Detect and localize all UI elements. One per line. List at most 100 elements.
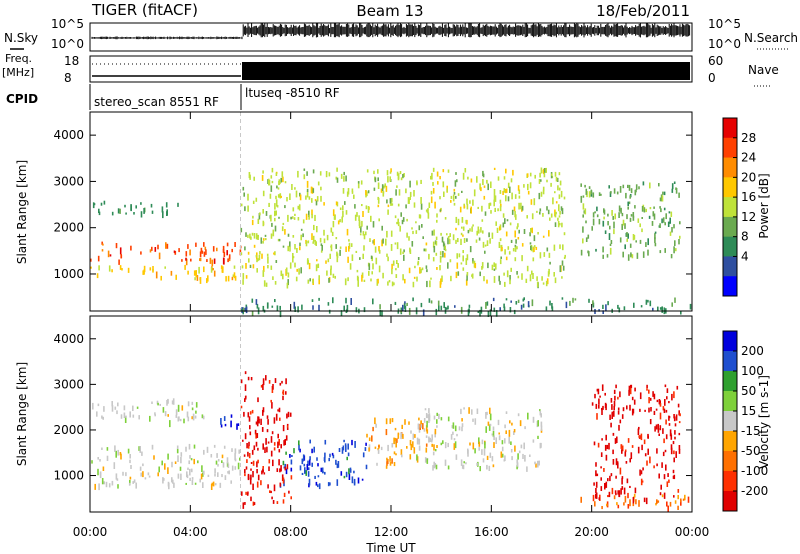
- x-tick-label: 16:00: [474, 525, 509, 539]
- power-cell: [285, 267, 288, 274]
- velocity-cell: [628, 385, 631, 393]
- velocity-cell: [214, 483, 217, 486]
- power-cell: [462, 267, 465, 271]
- velocity-cell: [372, 426, 374, 432]
- velocity-cell: [471, 409, 473, 415]
- power-cell: [143, 265, 146, 273]
- power-cell: [483, 195, 486, 200]
- velocity-cell: [666, 481, 669, 487]
- power-cell: [478, 237, 481, 241]
- power-cell: [634, 205, 636, 209]
- power-cell: [545, 280, 548, 287]
- velocity-cell: [444, 442, 447, 449]
- velocity-cell: [279, 382, 282, 386]
- velocity-cell: [418, 438, 421, 445]
- power-cell: [222, 266, 224, 273]
- power-cell: [674, 297, 676, 303]
- velocity-cell: [253, 445, 256, 451]
- velocity-cell: [264, 447, 266, 453]
- velocity-cell: [678, 410, 680, 416]
- power-cell: [461, 190, 463, 193]
- x-tick-label: 00:00: [73, 525, 108, 539]
- power-cell: [335, 244, 337, 249]
- power-cell: [679, 221, 681, 225]
- power-cell: [330, 227, 333, 233]
- velocity-cell: [366, 433, 368, 438]
- power-cell: [413, 202, 416, 208]
- power-cell: [512, 248, 515, 251]
- power-cell: [661, 306, 663, 313]
- power-cell: [401, 219, 404, 225]
- velocity-cell: [164, 463, 166, 470]
- velocity-cell: [270, 490, 272, 494]
- freq-label: Freq.: [5, 52, 32, 65]
- power-cell: [582, 226, 584, 233]
- power-cell: [588, 191, 591, 198]
- power-cell: [444, 245, 446, 250]
- power-cell: [511, 192, 513, 200]
- power-cell: [299, 246, 301, 251]
- power-cell: [533, 245, 536, 248]
- velocity-cell: [539, 409, 541, 412]
- power-cell: [558, 204, 560, 212]
- power-cell: [247, 205, 249, 212]
- velocity-cell: [244, 473, 246, 477]
- velocity-cell: [250, 474, 252, 480]
- velocity-cell: [617, 407, 620, 411]
- y-tick-label: 1000: [53, 267, 84, 281]
- velocity-cell: [626, 478, 629, 484]
- power-cell: [468, 304, 471, 308]
- power-cell: [328, 278, 330, 283]
- velocity-cell: [479, 466, 481, 472]
- velocity-cell: [424, 457, 427, 463]
- power-cell: [439, 209, 442, 212]
- power-cell: [267, 302, 269, 308]
- power-cell: [594, 211, 596, 214]
- power-cell: [520, 304, 523, 310]
- power-cell: [498, 275, 500, 282]
- power-cell: [270, 185, 273, 192]
- power-cell: [614, 213, 616, 220]
- velocity-cell: [257, 474, 260, 481]
- colorbar-tick-label: -100: [741, 464, 768, 478]
- velocity-cell: [195, 410, 197, 414]
- power-cell: [403, 173, 405, 178]
- power-cell: [477, 226, 480, 232]
- velocity-cell: [434, 431, 436, 438]
- velocity-cell: [447, 442, 449, 448]
- velocity-cell: [180, 457, 182, 464]
- velocity-cell: [396, 438, 398, 443]
- power-cell: [420, 179, 422, 184]
- power-cell: [117, 208, 120, 214]
- power-cell: [561, 297, 564, 300]
- power-cell: [357, 181, 360, 189]
- power-cell: [306, 171, 308, 176]
- power-cell: [345, 246, 347, 252]
- velocity-cell: [485, 412, 487, 419]
- velocity-cell: [380, 446, 383, 451]
- power-cell: [659, 206, 661, 209]
- y-tick-label: 3000: [53, 377, 84, 391]
- power-cell: [679, 235, 681, 239]
- velocity-cell: [476, 408, 479, 414]
- power-cell: [518, 195, 521, 199]
- velocity-cell: [678, 421, 681, 424]
- velocity-cell: [522, 453, 524, 459]
- velocity-cell: [620, 488, 622, 495]
- power-cell: [618, 307, 621, 313]
- velocity-cell: [659, 403, 662, 407]
- power-cell: [580, 195, 583, 203]
- velocity-cell: [481, 449, 483, 455]
- power-cell: [297, 306, 299, 313]
- power-cell: [395, 268, 397, 271]
- velocity-cell: [667, 505, 669, 512]
- velocity-cell: [371, 435, 373, 442]
- power-cell: [261, 253, 263, 259]
- power-cell: [475, 239, 478, 243]
- freq-unit-label: [MHz]: [2, 66, 34, 79]
- power-cell: [463, 238, 466, 243]
- power-cell: [282, 222, 285, 225]
- colorbar-frame: [722, 330, 738, 512]
- power-cell: [385, 238, 387, 246]
- power-cell: [480, 306, 483, 314]
